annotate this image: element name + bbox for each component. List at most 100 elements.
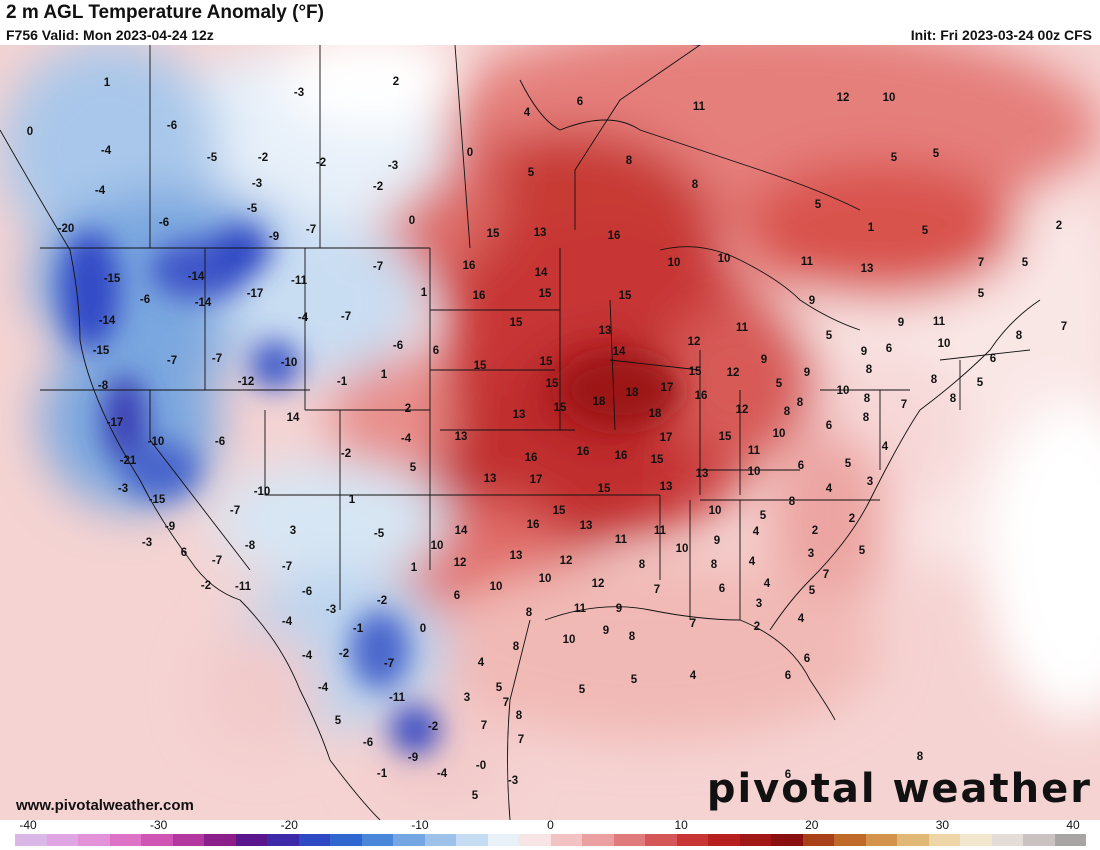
anomaly-label: 5 xyxy=(776,378,783,390)
anomaly-label: 17 xyxy=(660,432,673,444)
anomaly-label: 9 xyxy=(809,295,815,307)
anomaly-label: 17 xyxy=(530,474,543,486)
anomaly-label: 3 xyxy=(808,548,814,560)
anomaly-label: 9 xyxy=(898,317,904,329)
anomaly-label: 4 xyxy=(690,670,697,682)
anomaly-label: 7 xyxy=(481,720,487,732)
anomaly-label: 16 xyxy=(615,450,628,462)
anomaly-label: -7 xyxy=(230,505,240,517)
anomaly-label: 5 xyxy=(815,199,822,211)
anomaly-label: 14 xyxy=(455,525,468,537)
anomaly-label: 11 xyxy=(693,101,706,113)
anomaly-label: -6 xyxy=(302,586,312,598)
anomaly-label: 5 xyxy=(472,790,479,802)
anomaly-label: 11 xyxy=(748,445,761,457)
anomaly-label: 12 xyxy=(736,404,749,416)
anomaly-label: 12 xyxy=(837,92,850,104)
anomaly-label: 4 xyxy=(764,578,771,590)
anomaly-label: 5 xyxy=(760,510,767,522)
anomaly-label: 17 xyxy=(661,382,674,394)
colorbar-tick-label: -30 xyxy=(149,818,168,832)
anomaly-label: 1 xyxy=(381,369,388,381)
anomaly-label: -3 xyxy=(118,483,128,495)
anomaly-label: -4 xyxy=(101,145,112,157)
anomaly-label: 13 xyxy=(510,550,523,562)
anomaly-label: 8 xyxy=(629,631,636,643)
anomaly-label: 13 xyxy=(599,325,612,337)
anomaly-label: 7 xyxy=(690,618,696,630)
anomaly-label: 5 xyxy=(579,684,586,696)
anomaly-label: 15 xyxy=(546,378,559,390)
anomaly-label: 5 xyxy=(1022,257,1029,269)
colorbar-swatch xyxy=(928,834,960,846)
anomaly-label: 4 xyxy=(524,107,531,119)
anomaly-label: 8 xyxy=(626,155,633,167)
anomaly-label: 11 xyxy=(615,534,628,546)
anomaly-label: -17 xyxy=(107,417,124,429)
anomaly-label: 8 xyxy=(711,559,718,571)
anomaly-label: 15 xyxy=(540,356,553,368)
colorbar-swatch xyxy=(235,834,267,846)
anomaly-label: 7 xyxy=(823,569,829,581)
colorbar-swatch xyxy=(487,834,519,846)
colorbar-swatch xyxy=(330,834,362,846)
anomaly-label: 16 xyxy=(463,260,476,272)
anomaly-label: -7 xyxy=(384,658,394,670)
anomaly-label: 18 xyxy=(593,396,606,408)
anomaly-label: 15 xyxy=(619,290,632,302)
anomaly-label: -5 xyxy=(374,528,385,540)
anomaly-label: -8 xyxy=(98,380,109,392)
anomaly-label: -6 xyxy=(167,120,177,132)
colorbar-swatch xyxy=(1023,834,1055,846)
anomaly-label: 15 xyxy=(554,402,567,414)
anomaly-label: 13 xyxy=(534,227,547,239)
anomaly-label: 3 xyxy=(464,692,470,704)
anomaly-label: 14 xyxy=(535,267,548,279)
anomaly-label: -14 xyxy=(188,271,205,283)
anomaly-label: -5 xyxy=(247,203,258,215)
colorbar-swatch xyxy=(771,834,803,846)
anomaly-label: 5 xyxy=(933,148,940,160)
anomaly-label: -6 xyxy=(215,436,225,448)
colorbar-swatch xyxy=(613,834,645,846)
anomaly-label: 16 xyxy=(577,446,590,458)
anomaly-label: 16 xyxy=(695,390,708,402)
website-url[interactable]: www.pivotalweather.com xyxy=(16,797,194,814)
anomaly-label: -2 xyxy=(339,648,349,660)
anomaly-label: -9 xyxy=(165,521,175,533)
anomaly-label: 15 xyxy=(651,454,664,466)
header-bar: 2 m AGL Temperature Anomaly (°F) F756 Va… xyxy=(0,0,1100,45)
anomaly-label: -2 xyxy=(373,181,383,193)
anomaly-shading xyxy=(0,45,1100,810)
anomaly-label: 5 xyxy=(410,462,417,474)
anomaly-label: 14 xyxy=(287,412,300,424)
anomaly-label: 8 xyxy=(1016,330,1023,342)
anomaly-label: 8 xyxy=(797,397,804,409)
anomaly-label: 16 xyxy=(608,230,621,242)
anomaly-label: -15 xyxy=(104,273,121,285)
anomaly-label: -15 xyxy=(149,494,166,506)
anomaly-label: 0 xyxy=(27,126,33,138)
anomaly-label: 15 xyxy=(539,288,552,300)
anomaly-label: 18 xyxy=(649,408,662,420)
anomaly-label: -3 xyxy=(326,604,336,616)
colorbar-swatch xyxy=(393,834,425,846)
colorbar-tick-label: 30 xyxy=(935,818,950,832)
anomaly-map[interactable]: 1 0 -4 -4 -6 -5 -2 -3 -5 -6 -20 -9 -7 -3 -2 -3 -2 0 2 -15 -6… xyxy=(0,45,1100,820)
anomaly-label: 11 xyxy=(736,322,749,334)
colorbar-swatch xyxy=(582,834,614,846)
colorbar-swatch xyxy=(46,834,78,846)
anomaly-label: -3 xyxy=(388,160,398,172)
colorbar-swatch xyxy=(15,834,47,846)
colorbar-tick-label: 10 xyxy=(674,818,688,832)
anomaly-label: 8 xyxy=(789,496,796,508)
init-time: Init: Fri 2023-03-24 00z CFS xyxy=(910,27,1092,43)
anomaly-label: -3 xyxy=(142,537,152,549)
anomaly-label: 5 xyxy=(978,288,985,300)
anomaly-label: 8 xyxy=(692,179,699,191)
anomaly-label: -4 xyxy=(282,616,293,628)
anomaly-label: 9 xyxy=(616,603,622,615)
anomaly-label: -2 xyxy=(201,580,211,592)
colorbar-swatch xyxy=(550,834,582,846)
anomaly-label: 16 xyxy=(527,519,540,531)
